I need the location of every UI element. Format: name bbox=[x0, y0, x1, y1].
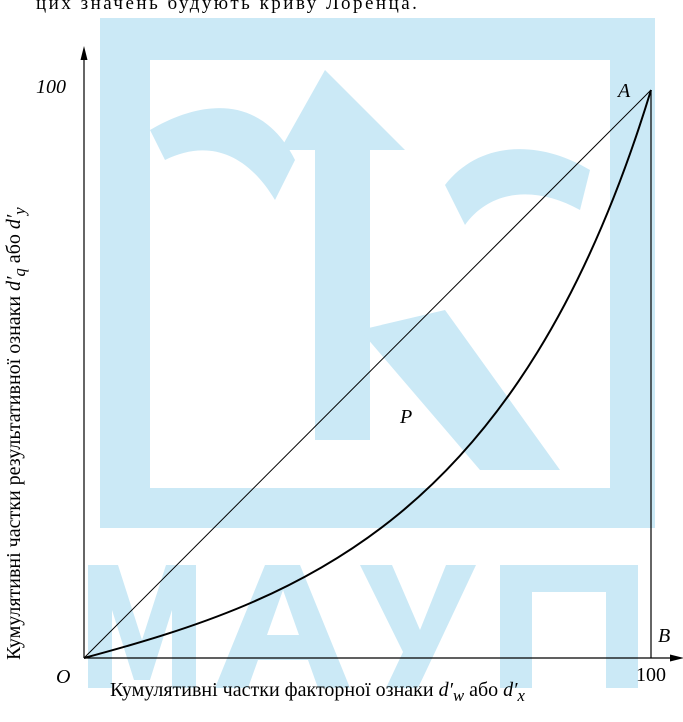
x-axis-label: Кумулятивні частки факторної ознаки d′w … bbox=[110, 679, 525, 706]
y-axis-label-subscript-2: y bbox=[10, 207, 29, 215]
watermark-letter-m bbox=[88, 565, 196, 688]
y-axis-label-symbol-1: d′ bbox=[3, 276, 25, 291]
watermark-arrow bbox=[280, 70, 405, 440]
x-axis-label-symbol-2: d′ bbox=[503, 679, 518, 701]
origin-label: O bbox=[56, 666, 70, 688]
x-axis-label-prefix: Кумулятивні частки факторної ознаки bbox=[110, 679, 439, 701]
y-axis-label-prefix: Кумулятивні частки результативної ознаки bbox=[3, 290, 25, 660]
x-axis-label-subscript-1: w bbox=[452, 686, 465, 705]
equality-diagonal bbox=[83, 89, 652, 659]
y-axis-label-symbol-2: d′ bbox=[3, 214, 25, 230]
watermark-frame bbox=[100, 18, 655, 528]
point-a-label: A bbox=[616, 80, 631, 102]
x-axis-label-subscript-2: x bbox=[517, 686, 525, 705]
y-axis-label: Кумулятивні частки результативної ознаки… bbox=[3, 60, 33, 660]
watermark-letter-u bbox=[360, 565, 476, 688]
y-tick-100: 100 bbox=[36, 76, 66, 98]
maup-watermark-logo bbox=[100, 18, 655, 528]
y-axis-label-subscript-1: q bbox=[10, 268, 29, 277]
x-axis-label-middle: або bbox=[464, 679, 504, 701]
y-axis-arrowhead bbox=[80, 46, 88, 60]
watermark-letter-a bbox=[215, 565, 350, 688]
watermark-letter-p bbox=[500, 565, 638, 688]
x-axis-arrowhead bbox=[670, 654, 683, 662]
watermark-left-wing bbox=[150, 108, 295, 200]
lorenz-curve bbox=[83, 89, 652, 659]
point-b-label: B bbox=[658, 625, 670, 647]
x-tick-100: 100 bbox=[636, 664, 666, 686]
watermark-right-wing bbox=[445, 149, 590, 225]
x-axis-label-symbol-1: d′ bbox=[438, 679, 453, 701]
caption-fragment: цих значень будують криву Лоренца. bbox=[36, 0, 420, 14]
point-p-label: P bbox=[399, 406, 412, 428]
y-axis-label-middle: або bbox=[3, 229, 25, 269]
watermark-k-lower bbox=[360, 310, 560, 470]
maup-watermark-text bbox=[88, 565, 638, 688]
